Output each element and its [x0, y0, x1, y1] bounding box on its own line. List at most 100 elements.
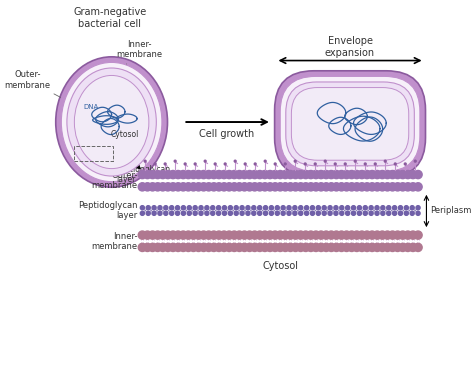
- Circle shape: [174, 160, 176, 162]
- Circle shape: [225, 231, 233, 239]
- Circle shape: [301, 231, 310, 239]
- Circle shape: [251, 170, 259, 178]
- Circle shape: [246, 183, 254, 191]
- Circle shape: [200, 170, 208, 178]
- Circle shape: [322, 206, 326, 210]
- Circle shape: [193, 211, 197, 215]
- Circle shape: [301, 170, 310, 178]
- Circle shape: [175, 206, 180, 210]
- Circle shape: [381, 206, 385, 210]
- Ellipse shape: [74, 75, 149, 169]
- Circle shape: [388, 243, 397, 251]
- Circle shape: [182, 211, 185, 215]
- Circle shape: [284, 163, 286, 165]
- Circle shape: [312, 231, 320, 239]
- Circle shape: [416, 211, 420, 215]
- Circle shape: [297, 231, 305, 239]
- Circle shape: [317, 170, 325, 178]
- Circle shape: [394, 163, 396, 165]
- Circle shape: [340, 211, 344, 215]
- Circle shape: [332, 231, 340, 239]
- Circle shape: [148, 231, 157, 239]
- Circle shape: [138, 183, 146, 191]
- Circle shape: [414, 243, 422, 251]
- Circle shape: [146, 211, 150, 215]
- Circle shape: [146, 206, 150, 210]
- Text: Envelope
expansion: Envelope expansion: [325, 36, 375, 58]
- Circle shape: [175, 211, 180, 215]
- Circle shape: [305, 211, 309, 215]
- Circle shape: [148, 183, 157, 191]
- Circle shape: [205, 170, 213, 178]
- Circle shape: [148, 170, 157, 178]
- Circle shape: [255, 231, 264, 239]
- Circle shape: [276, 243, 284, 251]
- Circle shape: [230, 170, 238, 178]
- Circle shape: [368, 183, 376, 191]
- Circle shape: [286, 231, 294, 239]
- Circle shape: [159, 170, 167, 178]
- Circle shape: [255, 183, 264, 191]
- Circle shape: [189, 243, 198, 251]
- Circle shape: [369, 211, 373, 215]
- Circle shape: [154, 183, 162, 191]
- Circle shape: [328, 206, 332, 210]
- Circle shape: [246, 231, 254, 239]
- Circle shape: [210, 183, 218, 191]
- Circle shape: [292, 231, 300, 239]
- Circle shape: [334, 211, 338, 215]
- Circle shape: [387, 206, 391, 210]
- Circle shape: [154, 243, 162, 251]
- Circle shape: [292, 243, 300, 251]
- Circle shape: [154, 231, 162, 239]
- Circle shape: [294, 160, 296, 162]
- Circle shape: [357, 206, 362, 210]
- Circle shape: [158, 206, 162, 210]
- Circle shape: [246, 170, 254, 178]
- Circle shape: [404, 170, 412, 178]
- Circle shape: [354, 160, 356, 162]
- Circle shape: [159, 183, 167, 191]
- Text: Peptidoglycan
layer: Peptidoglycan layer: [78, 201, 137, 220]
- Circle shape: [143, 243, 152, 251]
- Text: Cytosol: Cytosol: [110, 130, 139, 139]
- Circle shape: [368, 170, 376, 178]
- Circle shape: [414, 231, 422, 239]
- Circle shape: [169, 183, 177, 191]
- Circle shape: [316, 211, 320, 215]
- Circle shape: [230, 243, 238, 251]
- Circle shape: [312, 243, 320, 251]
- Circle shape: [347, 170, 356, 178]
- Circle shape: [215, 170, 223, 178]
- Circle shape: [337, 243, 346, 251]
- Circle shape: [152, 211, 156, 215]
- Circle shape: [184, 183, 192, 191]
- Circle shape: [301, 243, 310, 251]
- Circle shape: [215, 231, 223, 239]
- Circle shape: [363, 206, 367, 210]
- Circle shape: [322, 243, 330, 251]
- Circle shape: [210, 243, 218, 251]
- Circle shape: [363, 170, 371, 178]
- Circle shape: [368, 243, 376, 251]
- Circle shape: [220, 243, 228, 251]
- Text: Outer-
membrane: Outer- membrane: [91, 171, 137, 190]
- Bar: [74, 146, 113, 161]
- Circle shape: [393, 170, 402, 178]
- Circle shape: [211, 206, 215, 210]
- Circle shape: [274, 163, 276, 165]
- Circle shape: [383, 231, 392, 239]
- Circle shape: [275, 211, 279, 215]
- Circle shape: [159, 231, 167, 239]
- Circle shape: [271, 183, 279, 191]
- Circle shape: [332, 170, 340, 178]
- Circle shape: [363, 231, 371, 239]
- Circle shape: [261, 231, 269, 239]
- Circle shape: [368, 231, 376, 239]
- Circle shape: [194, 243, 202, 251]
- Circle shape: [358, 170, 366, 178]
- Text: Inner-
membrane: Inner- membrane: [91, 231, 137, 251]
- Circle shape: [234, 206, 238, 210]
- Circle shape: [217, 206, 221, 210]
- Circle shape: [316, 206, 320, 210]
